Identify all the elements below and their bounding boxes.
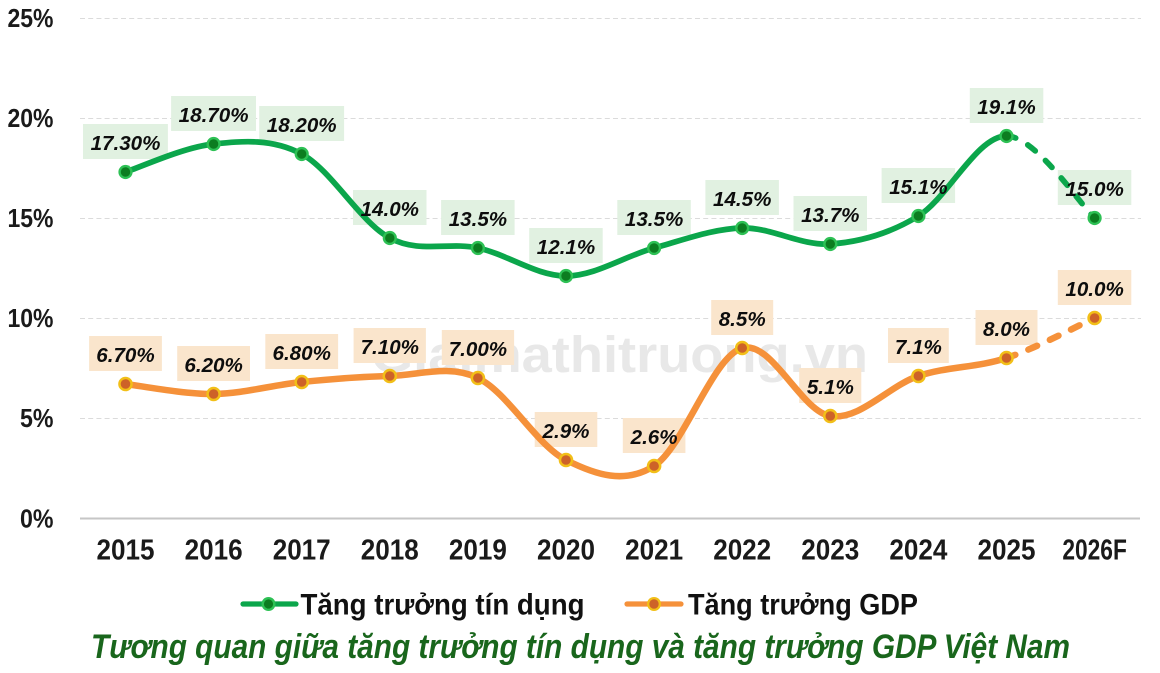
svg-text:10%: 10% (8, 305, 54, 333)
svg-text:7.10%: 7.10% (361, 336, 419, 359)
svg-text:13.5%: 13.5% (625, 208, 683, 231)
svg-text:6.20%: 6.20% (184, 354, 242, 377)
svg-text:2017: 2017 (273, 533, 331, 565)
svg-text:7.1%: 7.1% (895, 336, 942, 359)
svg-text:13.7%: 13.7% (801, 204, 859, 227)
svg-text:15%: 15% (8, 205, 54, 233)
svg-text:18.20%: 18.20% (267, 114, 337, 137)
svg-text:Tương quan giữa tăng trưởng tí: Tương quan giữa tăng trưởng tín dụng và … (91, 628, 1070, 666)
svg-text:2021: 2021 (625, 533, 683, 565)
svg-text:2.9%: 2.9% (542, 420, 590, 443)
svg-text:15.0%: 15.0% (1065, 178, 1123, 201)
svg-text:12.1%: 12.1% (537, 236, 595, 259)
svg-text:8.5%: 8.5% (719, 308, 766, 331)
svg-text:2015: 2015 (97, 533, 155, 565)
svg-text:2020: 2020 (537, 533, 595, 565)
svg-text:5%: 5% (20, 405, 54, 433)
svg-text:5.1%: 5.1% (807, 376, 854, 399)
svg-text:2018: 2018 (361, 533, 419, 565)
svg-text:2023: 2023 (801, 533, 859, 565)
svg-text:2.6%: 2.6% (630, 426, 678, 449)
svg-text:2022: 2022 (713, 533, 771, 565)
svg-text:6.80%: 6.80% (272, 342, 330, 365)
svg-text:20%: 20% (8, 105, 54, 133)
svg-text:Tăng trưởng tín dụng: Tăng trưởng tín dụng (301, 588, 585, 621)
svg-text:17.30%: 17.30% (91, 132, 161, 155)
svg-text:14.5%: 14.5% (713, 188, 771, 211)
svg-text:Tăng trưởng GDP: Tăng trưởng GDP (688, 588, 918, 621)
svg-text:7.00%: 7.00% (449, 338, 507, 361)
svg-text:18.70%: 18.70% (179, 104, 249, 127)
svg-text:2024: 2024 (889, 533, 947, 565)
svg-text:2016: 2016 (185, 533, 243, 565)
svg-text:15.1%: 15.1% (889, 176, 947, 199)
svg-text:2026F: 2026F (1062, 533, 1127, 565)
svg-text:6.70%: 6.70% (96, 344, 154, 367)
svg-text:8.0%: 8.0% (983, 318, 1030, 341)
svg-text:14.0%: 14.0% (361, 198, 419, 221)
svg-text:25%: 25% (8, 5, 54, 33)
svg-text:2019: 2019 (449, 533, 507, 565)
svg-text:0%: 0% (20, 505, 54, 533)
svg-text:2025: 2025 (978, 533, 1036, 565)
svg-text:13.5%: 13.5% (449, 208, 507, 231)
svg-text:19.1%: 19.1% (977, 96, 1035, 119)
svg-text:10.0%: 10.0% (1065, 278, 1123, 301)
